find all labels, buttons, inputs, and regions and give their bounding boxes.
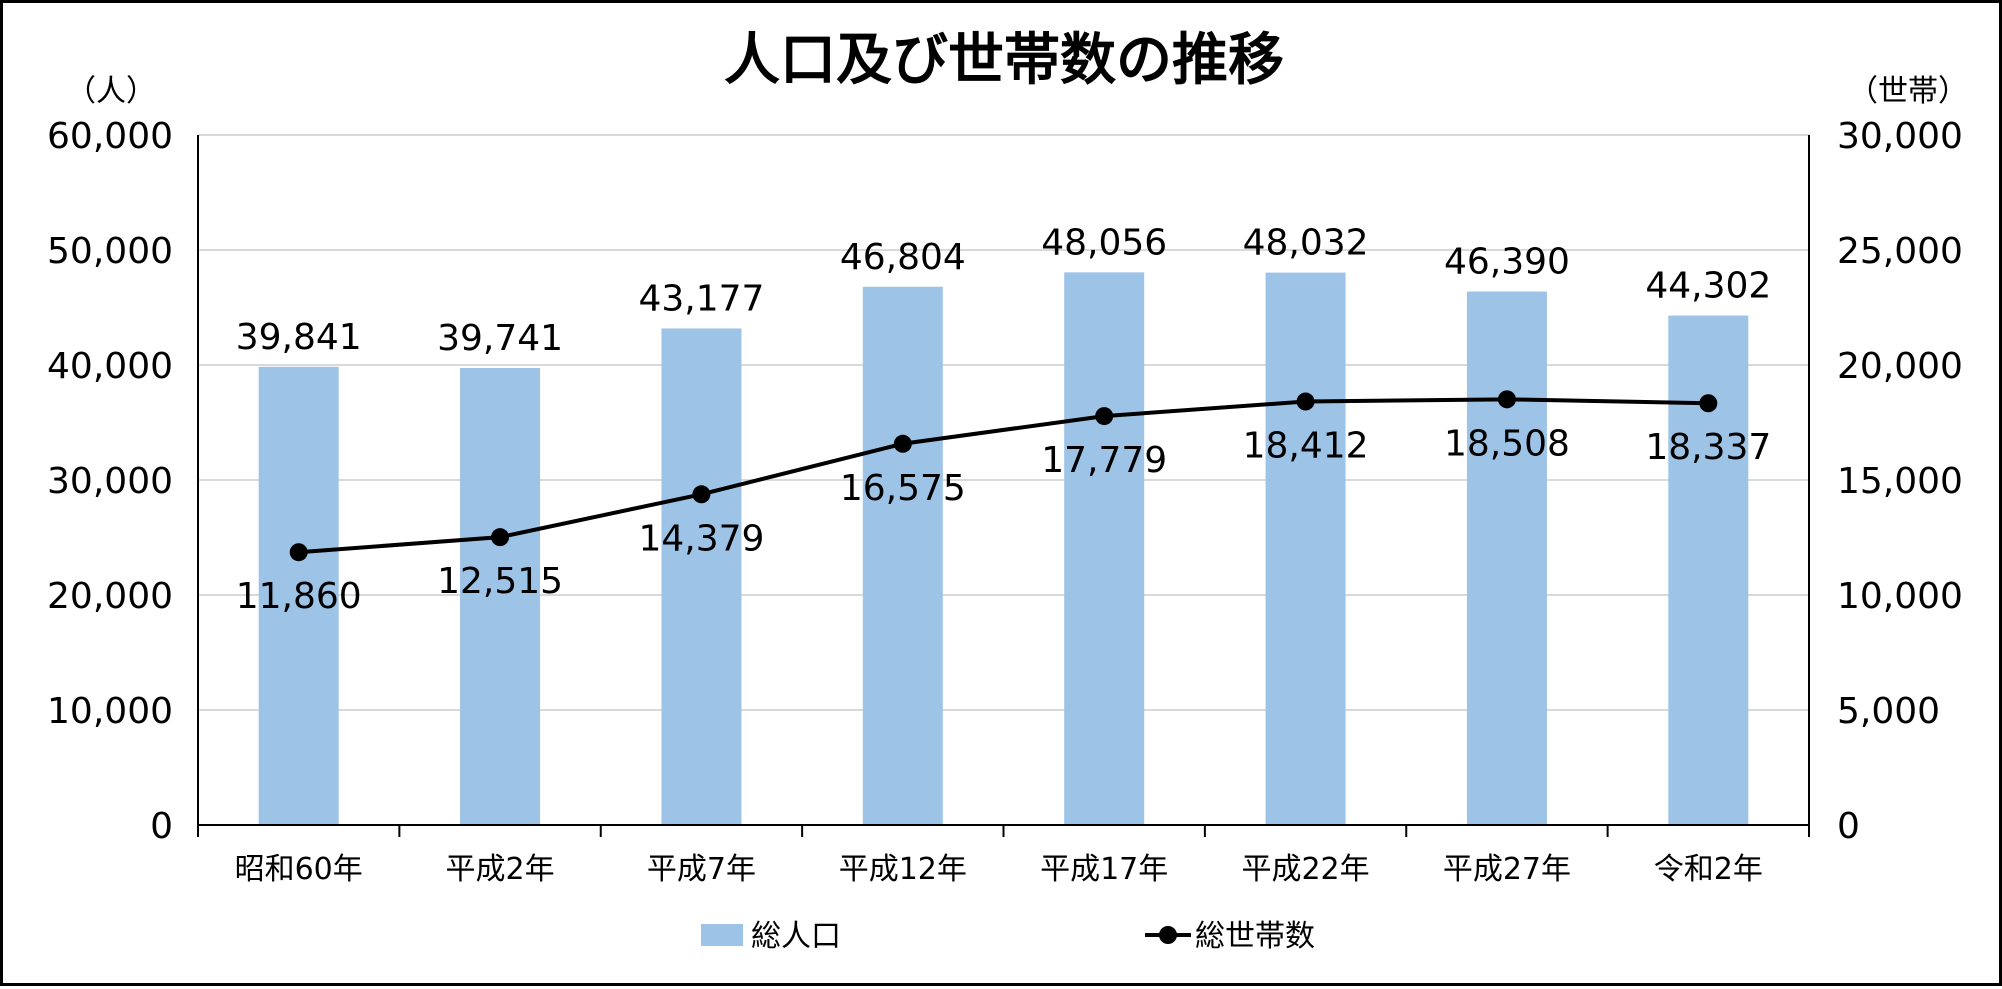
household-marker: [1497, 390, 1516, 409]
household-marker: [1699, 394, 1718, 413]
y-right-tick-label: 30,000: [1837, 116, 1963, 157]
x-tick-label: 昭和60年: [235, 852, 363, 887]
bar-data-label: 39,841: [236, 317, 362, 358]
y-right-tick-label: 5,000: [1837, 691, 1940, 732]
bar: [258, 366, 339, 825]
chart: 人口及び世帯数の推移 （人） （世帯） 0 0 10,000 5,000 20,000 1…: [47, 28, 1968, 954]
y-left-tick-label: 10,000: [47, 691, 173, 732]
legend-label-household: 総世帯数: [1195, 919, 1315, 954]
x-tick-label: 平成2年: [446, 852, 555, 887]
line-data-label: 11,860: [236, 576, 362, 617]
household-marker: [1095, 407, 1114, 426]
legend-swatch-population: [701, 924, 743, 946]
y-left-tick-label: 40,000: [47, 346, 173, 387]
x-tick-label: 平成17年: [1040, 852, 1168, 887]
y-left-tick-label: 20,000: [47, 576, 173, 617]
y-left-tick-label: 60,000: [47, 116, 173, 157]
bar-data-label: 44,302: [1645, 266, 1771, 307]
household-marker: [1296, 392, 1315, 411]
bar-data-label: 43,177: [638, 278, 764, 319]
bar: [1466, 291, 1547, 825]
x-tick-label: 平成12年: [839, 852, 967, 887]
y-left-tick-label: 50,000: [47, 231, 173, 272]
bar-data-label: 46,804: [840, 237, 966, 278]
line-data-label: 17,779: [1041, 440, 1167, 481]
y-right-tick-label: 10,000: [1837, 576, 1963, 617]
legend-marker-household: [1159, 926, 1177, 944]
bar-data-label: 39,741: [437, 318, 563, 359]
bar: [1265, 272, 1346, 826]
bar: [1668, 315, 1749, 825]
x-tick-label: 平成22年: [1241, 852, 1369, 887]
y-right-tick-label: 25,000: [1837, 231, 1963, 272]
y-right-tick-label: 20,000: [1837, 346, 1963, 387]
line-data-label: 14,379: [638, 518, 764, 559]
y-right-tick-label: 15,000: [1837, 461, 1963, 502]
y-right-unit: （世帯）: [1848, 74, 1968, 109]
bar-data-label: 48,056: [1041, 222, 1167, 263]
household-marker: [692, 485, 711, 504]
household-marker: [491, 528, 510, 547]
bar: [661, 328, 742, 825]
line-data-label: 18,508: [1444, 423, 1570, 464]
household-line: [298, 397, 1709, 555]
x-tick-label: 平成7年: [647, 852, 756, 887]
y-left-tick-label: 0: [150, 806, 173, 847]
bar-data-label: 46,390: [1444, 242, 1570, 283]
chart-title: 人口及び世帯数の推移: [724, 28, 1284, 93]
line-data-label: 18,337: [1645, 427, 1771, 468]
bar: [862, 286, 943, 825]
bar-data-label: 48,032: [1243, 223, 1369, 264]
line-data-label: 18,412: [1243, 426, 1369, 467]
x-tick-label: 令和2年: [1654, 852, 1763, 887]
household-marker: [893, 434, 912, 453]
line-data-label: 16,575: [840, 468, 966, 509]
x-tick-label: 平成27年: [1443, 852, 1571, 887]
y-left-tick-label: 30,000: [47, 461, 173, 502]
bar: [1064, 272, 1145, 826]
line-data-label: 12,515: [437, 561, 563, 602]
bar: [460, 367, 541, 825]
legend-label-population: 総人口: [751, 919, 841, 954]
y-right-tick-label: 0: [1837, 806, 1860, 847]
household-marker: [289, 543, 308, 562]
y-left-unit: （人）: [66, 74, 156, 109]
